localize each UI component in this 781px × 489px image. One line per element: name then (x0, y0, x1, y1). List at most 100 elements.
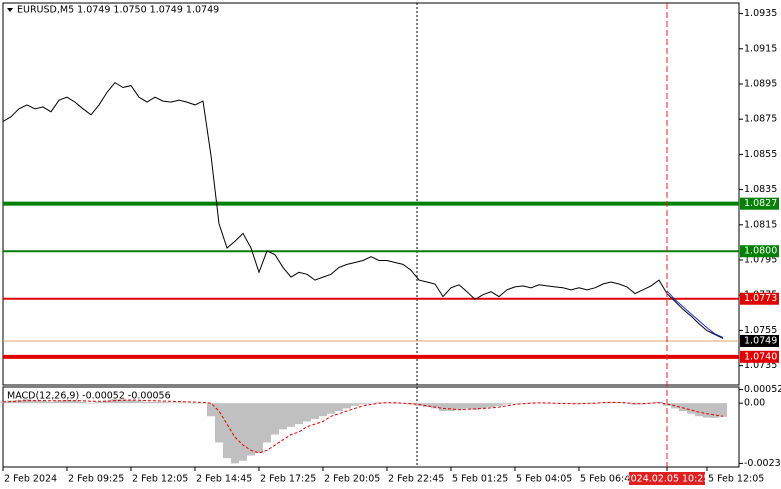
crosshair-label-box (629, 472, 705, 485)
histogram-bar (567, 403, 575, 404)
price-panel (2, 2, 740, 386)
histogram-bar (207, 403, 215, 417)
macd-panel (2, 386, 740, 468)
price-line (2, 81, 724, 339)
histogram-bar (79, 401, 87, 404)
histogram-bar (319, 403, 327, 417)
x-tick-label: 5 Feb 12:05 (708, 474, 764, 485)
histogram-bar (239, 403, 247, 461)
histogram-bar (343, 403, 351, 409)
x-tick-label: 2 Feb 22:45 (388, 474, 444, 485)
histogram-bar (287, 403, 295, 427)
histogram-bar (391, 403, 399, 404)
histogram-bar (527, 402, 535, 404)
y-tick-label: 1.0815 (744, 219, 777, 230)
histogram-bar (191, 402, 199, 404)
histogram-bar (255, 403, 263, 453)
histogram-bar (39, 401, 47, 404)
y-tick-label: 1.0755 (744, 325, 777, 336)
histogram-bar (719, 403, 727, 417)
histogram-bar (215, 403, 223, 443)
x-tick-label: 2 Feb 17:25 (260, 474, 316, 485)
x-tick-label: 2 Feb 14:45 (196, 474, 252, 485)
x-tick-label: 2 Feb 2024 (4, 474, 57, 485)
histogram-bar (471, 403, 479, 410)
y-tick-label: 1.0895 (744, 78, 777, 89)
histogram-bar (511, 403, 519, 404)
level-label-box (740, 245, 779, 258)
level-label-box (740, 197, 779, 210)
histogram-bar (263, 403, 271, 443)
y-tick-label: 0.00 (744, 398, 765, 409)
level-label: 1.0740 (744, 351, 777, 362)
chart-title: EURUSD,M5 1.0749 1.0750 1.0749 1.0749 (17, 5, 219, 16)
crosshair-label: 2024.02.05 10:25 (625, 474, 710, 485)
histogram-bar (503, 403, 511, 405)
histogram-bar (695, 403, 703, 417)
histogram-bar (383, 402, 391, 404)
histogram-bar (479, 403, 487, 409)
histogram-bar (119, 399, 127, 404)
histogram-bar (311, 403, 319, 419)
histogram-bar (23, 399, 31, 404)
histogram-bar (231, 403, 239, 464)
histogram-bar (711, 403, 719, 418)
level-label: 1.0827 (744, 198, 777, 209)
histogram-bar (159, 402, 167, 404)
histogram-bar (423, 403, 431, 408)
histogram-bar (167, 402, 175, 404)
y-tick-label: 1.0915 (744, 43, 777, 54)
histogram-bar (335, 403, 343, 412)
histogram-bar (223, 403, 231, 459)
level-label-box (740, 350, 779, 363)
histogram-bar (143, 401, 151, 404)
histogram-bar (111, 399, 119, 404)
histogram-bar (455, 403, 463, 410)
x-tick-label: 5 Feb 04:05 (516, 474, 572, 485)
histogram-bar (663, 403, 671, 406)
histogram-bar (47, 401, 55, 404)
menu-triangle[interactable] (7, 8, 13, 12)
histogram-bar (87, 403, 95, 404)
histogram-bar (399, 403, 407, 404)
x-tick-label: 2 Feb 20:05 (324, 474, 380, 485)
histogram-bar (679, 403, 687, 412)
histogram-bar (623, 403, 631, 404)
histogram-bar (0, 401, 7, 404)
histogram-bar (103, 400, 111, 404)
y-tick-label: 1.0735 (744, 360, 777, 371)
histogram-bar (199, 403, 207, 404)
histogram-bar (431, 403, 439, 409)
x-tick-label: 2 Feb 12:05 (132, 474, 188, 485)
histogram-bar (183, 402, 191, 404)
histogram-bar (31, 400, 39, 404)
signal-line (2, 399, 724, 454)
histogram-bar (687, 403, 695, 414)
histogram-bar (647, 402, 655, 404)
histogram-bar (15, 400, 23, 404)
y-tick-label: -0.0023 (744, 458, 781, 469)
histogram-bar (487, 403, 495, 408)
histogram-bar (583, 403, 591, 404)
histogram-bar (463, 403, 471, 409)
histogram-bar (367, 403, 375, 404)
level-label: 1.0773 (744, 293, 777, 304)
histogram-bar (151, 401, 159, 404)
y-tick-label: 1.0875 (744, 114, 777, 125)
histogram-bar (447, 403, 455, 412)
level-label-box (740, 334, 779, 347)
histogram-bar (703, 403, 711, 418)
histogram-bar (543, 403, 551, 404)
x-tick-label: 2 Feb 09:25 (68, 474, 124, 485)
histogram-bar (495, 403, 503, 406)
histogram-bar (175, 402, 183, 404)
y-tick-label: 1.0795 (744, 255, 777, 266)
x-tick-label: 5 Feb 06:45 (580, 474, 636, 485)
histogram-bar (135, 401, 143, 404)
histogram-bar (607, 401, 615, 404)
histogram-bar (271, 403, 279, 435)
y-tick-label: 1.0835 (744, 184, 777, 195)
histogram-bar (303, 403, 311, 422)
y-tick-label: 0.00052 (744, 384, 781, 395)
